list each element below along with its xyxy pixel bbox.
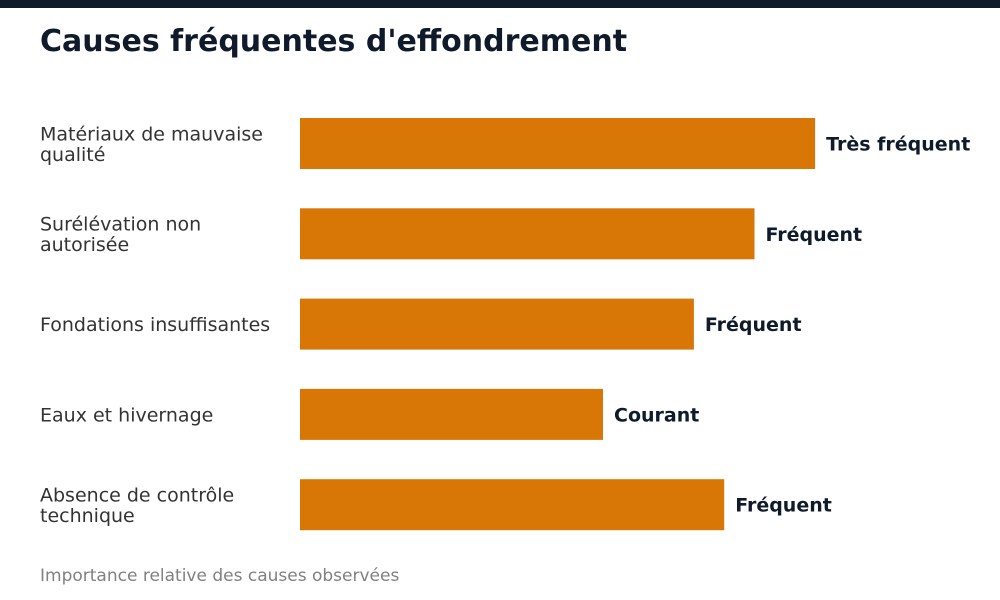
bar (300, 118, 816, 169)
category-label-line: Absence de contrôle (40, 484, 234, 506)
category-label-line: Eaux et hivernage (40, 404, 213, 426)
category-label: Surélévation non autorisée (40, 214, 201, 256)
bar-value-label: Fréquent (735, 495, 832, 517)
category-label: Matériaux de mauvaise qualité (40, 123, 263, 166)
bar (300, 479, 725, 531)
bar (300, 388, 603, 440)
bar-value-label: Fréquent (705, 314, 802, 336)
category-label: Absence de contrôle technique (40, 484, 234, 527)
category-label-line: Matériaux de mauvaise (40, 123, 263, 145)
bar (300, 298, 694, 350)
category-label-line: autorisée (40, 234, 129, 256)
bar-value-label: Fréquent (766, 224, 863, 246)
bar-value-label: Courant (614, 404, 699, 426)
bar (300, 208, 755, 260)
category-label: Fondations insuffisantes (40, 314, 270, 336)
category-label-line: qualité (40, 144, 105, 166)
chart-caption: Importance relative des causes observées (40, 566, 400, 586)
category-label-line: Fondations insuffisantes (40, 314, 270, 336)
category-label-line: technique (40, 505, 135, 527)
chart-title: Causes fréquentes d'effondrement (40, 24, 628, 59)
top-accent-bar (0, 0, 1000, 8)
category-label-line: Surélévation non (40, 214, 201, 236)
bar-value-label: Très fréquent (826, 134, 970, 156)
category-label: Eaux et hivernage (40, 404, 213, 426)
